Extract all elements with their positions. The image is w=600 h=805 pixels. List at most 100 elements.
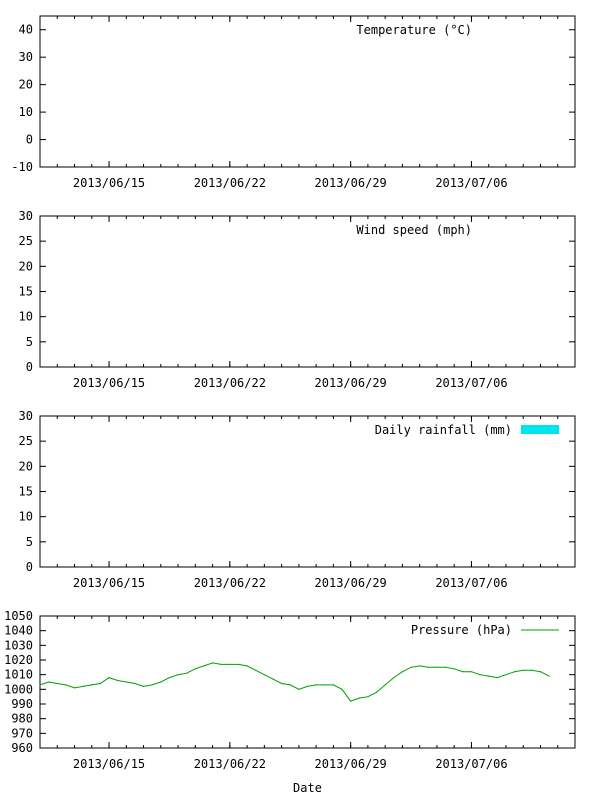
data-point <box>82 685 84 688</box>
legend-label: Temperature (°C) <box>356 23 472 37</box>
y-tick-label: 30 <box>19 409 33 423</box>
data-point <box>324 684 326 686</box>
x-tick-label: 2013/07/06 <box>435 757 507 771</box>
y-tick-label: 1030 <box>4 638 33 652</box>
data-point <box>272 678 274 680</box>
data-point <box>332 684 334 686</box>
data-point <box>263 674 265 676</box>
data-point <box>48 681 50 683</box>
x-tick-label: 2013/07/06 <box>435 376 507 390</box>
x-tick-label: 2013/07/06 <box>435 576 507 590</box>
data-point <box>39 684 41 686</box>
plot-frame-2 <box>39 415 576 568</box>
x-tick-label: 2013/06/29 <box>315 576 387 590</box>
data-point <box>168 677 170 679</box>
data-point <box>479 674 481 676</box>
data-point <box>436 666 438 668</box>
x-tick-label: 2013/06/29 <box>315 176 387 190</box>
data-point <box>160 681 162 683</box>
series-line-0 <box>39 662 550 702</box>
data-point <box>99 682 101 685</box>
data-point <box>289 684 291 686</box>
data-point <box>514 671 516 673</box>
y-tick-label: 1000 <box>4 682 33 696</box>
data-point <box>522 669 524 671</box>
data-point <box>548 675 550 677</box>
data-point <box>315 684 317 686</box>
y-tick-label: 0 <box>26 133 33 147</box>
y-tick-label: 20 <box>19 459 33 473</box>
data-point <box>358 697 360 699</box>
data-point <box>203 665 205 667</box>
data-point <box>134 682 136 685</box>
y-tick-label: 1040 <box>4 624 33 638</box>
y-tick-label: 5 <box>26 335 33 349</box>
data-point <box>488 675 490 677</box>
plot-frame-1 <box>39 215 576 368</box>
data-point <box>505 674 507 676</box>
data-point <box>194 668 196 670</box>
x-tick-label: 2013/06/29 <box>315 376 387 390</box>
data-point <box>539 671 542 673</box>
data-point <box>151 684 153 686</box>
data-point <box>91 684 93 686</box>
data-point <box>306 685 309 688</box>
y-tick-label: 15 <box>19 485 33 499</box>
x-tick-label: 2013/06/15 <box>73 176 145 190</box>
y-tick-label: 0 <box>26 360 33 374</box>
x-tick-label: 2013/06/15 <box>73 576 145 590</box>
data-point <box>108 677 110 679</box>
x-tick-label: 2013/06/29 <box>315 757 387 771</box>
data-point <box>186 672 188 674</box>
y-tick-label: 970 <box>11 726 33 740</box>
data-point <box>453 668 455 670</box>
y-tick-label: 1010 <box>4 668 33 682</box>
data-point <box>470 671 473 673</box>
y-tick-label: 990 <box>11 697 33 711</box>
x-tick-label: 2013/06/15 <box>73 757 145 771</box>
y-tick-label: 30 <box>19 209 33 223</box>
data-point <box>375 691 378 693</box>
y-tick-label: 10 <box>19 510 33 524</box>
data-point <box>298 688 300 690</box>
legend-label: Daily rainfall (mm) <box>375 423 512 437</box>
y-tick-label: 15 <box>19 285 33 299</box>
data-point <box>410 666 412 668</box>
y-tick-label: 25 <box>19 234 33 248</box>
x-tick-label: 2013/06/15 <box>73 376 145 390</box>
data-point <box>384 684 386 686</box>
y-tick-label: 1020 <box>4 653 33 667</box>
data-point <box>65 684 67 686</box>
data-point <box>125 681 127 683</box>
y-tick-label: 25 <box>19 434 33 448</box>
y-tick-label: 30 <box>19 50 33 64</box>
data-point <box>393 677 395 679</box>
data-point <box>445 666 447 668</box>
x-tick-label: 2013/07/06 <box>435 176 507 190</box>
y-tick-label: -10 <box>11 160 33 174</box>
plot-frame-3 <box>39 615 576 749</box>
data-point <box>255 669 257 671</box>
y-tick-label: 10 <box>19 105 33 119</box>
data-point <box>281 682 283 685</box>
data-point <box>427 666 429 668</box>
y-tick-label: 960 <box>11 741 33 755</box>
data-point <box>117 679 119 682</box>
y-tick-label: 20 <box>19 259 33 273</box>
data-point <box>401 671 403 673</box>
x-tick-label: 2013/06/22 <box>194 576 266 590</box>
y-tick-label: 980 <box>11 712 33 726</box>
plot-frame-0 <box>39 15 576 168</box>
data-point <box>220 663 222 666</box>
legend-swatch <box>521 425 559 434</box>
x-tick-label: 2013/06/22 <box>194 376 266 390</box>
y-tick-label: 10 <box>19 310 33 324</box>
data-point <box>237 663 240 666</box>
data-point <box>350 700 352 702</box>
data-point <box>212 662 214 664</box>
data-point <box>56 682 58 685</box>
x-tick-label: 2013/06/22 <box>194 757 266 771</box>
y-tick-label: 40 <box>19 23 33 37</box>
